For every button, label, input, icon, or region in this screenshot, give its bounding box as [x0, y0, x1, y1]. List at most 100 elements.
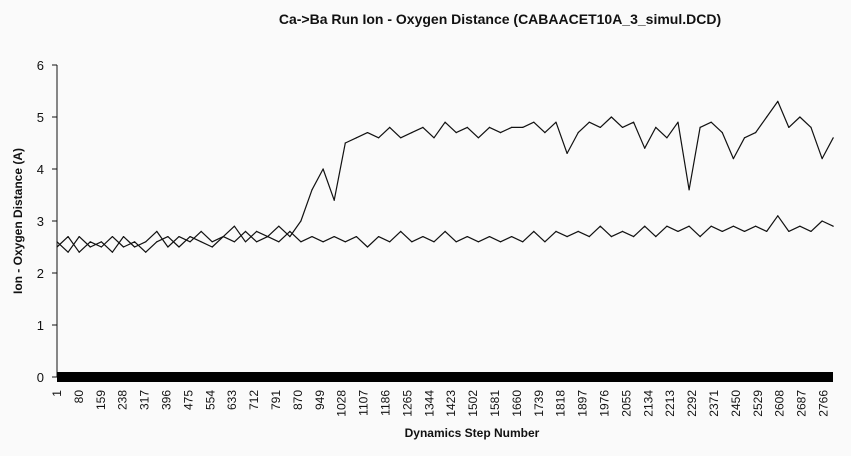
x-tick-label: 1660	[510, 390, 524, 417]
data-point	[511, 126, 513, 128]
data-point	[522, 241, 524, 243]
data-point	[100, 241, 102, 243]
data-point	[754, 225, 757, 227]
data-point	[278, 225, 280, 227]
data-point	[366, 132, 369, 134]
data-point	[178, 246, 180, 248]
data-point	[743, 137, 746, 139]
x-tick-label: 2371	[707, 390, 721, 417]
data-point	[200, 230, 202, 232]
data-point	[411, 241, 413, 243]
x-tick-label: 1739	[532, 390, 546, 417]
data-point	[699, 236, 701, 238]
data-point	[156, 241, 158, 243]
x-tick-label: 2687	[795, 390, 809, 417]
x-tick-label: 2450	[729, 390, 743, 417]
data-point	[666, 137, 668, 139]
data-point	[810, 126, 812, 128]
data-point	[300, 220, 302, 222]
data-point	[732, 225, 735, 227]
data-point	[655, 126, 657, 128]
data-point	[732, 158, 735, 160]
data-point	[522, 126, 524, 128]
data-point	[145, 241, 147, 243]
data-point	[599, 126, 601, 128]
x-tick-label: 2292	[685, 390, 699, 417]
data-point	[444, 121, 446, 123]
data-point	[78, 236, 80, 238]
data-point	[444, 230, 446, 232]
data-point	[799, 225, 801, 227]
data-point	[244, 241, 247, 243]
data-point	[178, 236, 180, 238]
x-tick-label: 396	[160, 390, 174, 410]
x-tick-label: 1423	[444, 390, 458, 417]
data-point	[577, 132, 579, 134]
data-point	[111, 236, 114, 238]
x-tick-label: 1976	[598, 390, 612, 417]
data-point	[289, 236, 291, 238]
y-tick-label: 4	[37, 162, 44, 177]
data-point	[189, 241, 191, 243]
data-point	[721, 132, 723, 134]
data-point	[156, 230, 158, 232]
data-point	[377, 137, 380, 139]
data-point	[267, 236, 269, 238]
y-tick-label: 1	[37, 318, 44, 333]
data-point	[145, 251, 147, 253]
data-point	[466, 126, 468, 128]
data-point	[610, 236, 613, 238]
data-point	[344, 142, 346, 144]
data-point	[111, 251, 114, 253]
x-axis-bar	[57, 372, 833, 382]
data-point	[211, 246, 213, 248]
data-point	[721, 230, 723, 232]
data-point	[766, 230, 768, 232]
x-tick-label: 2608	[773, 390, 787, 417]
y-axis-label: Ion - Oxygen Distance (A)	[11, 148, 25, 294]
x-tick-label: 1818	[554, 390, 568, 417]
data-point	[78, 251, 80, 253]
x-tick-label: 1107	[357, 390, 371, 416]
data-point	[555, 121, 557, 123]
data-point	[499, 241, 502, 243]
y-tick-label: 2	[37, 266, 44, 281]
data-point	[666, 225, 668, 227]
data-point	[621, 230, 624, 232]
data-point	[832, 225, 834, 227]
data-point	[433, 241, 435, 243]
x-tick-label: 1581	[488, 390, 502, 417]
data-point	[56, 246, 58, 248]
x-tick-label: 1	[50, 390, 64, 397]
data-point	[821, 220, 823, 222]
data-point	[455, 132, 457, 134]
data-point	[555, 230, 557, 232]
x-tick-label: 1897	[576, 390, 590, 417]
x-tick-label: 80	[72, 390, 86, 404]
data-point	[754, 132, 757, 134]
data-point	[333, 236, 335, 238]
data-point	[655, 236, 657, 238]
data-point	[189, 236, 191, 238]
data-point	[366, 246, 369, 248]
data-point	[255, 241, 258, 243]
data-point	[289, 230, 291, 232]
x-tick-label: 2134	[641, 390, 655, 417]
x-tick-label: 633	[225, 390, 239, 410]
data-point	[788, 126, 790, 128]
data-point	[89, 246, 91, 248]
data-point	[610, 116, 613, 118]
x-tick-label: 2529	[751, 390, 765, 417]
data-point	[688, 225, 690, 227]
data-point	[400, 230, 402, 232]
y-tick-label: 0	[37, 370, 44, 385]
data-point	[134, 241, 136, 243]
data-point	[211, 241, 213, 243]
data-point	[311, 236, 313, 238]
data-point	[322, 168, 324, 170]
data-point	[566, 236, 568, 238]
data-point	[633, 236, 635, 238]
data-point	[122, 236, 125, 238]
data-point	[743, 230, 746, 232]
